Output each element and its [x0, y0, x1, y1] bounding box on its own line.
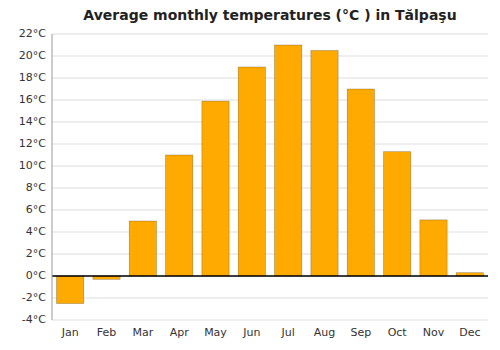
y-axis-line: [52, 34, 53, 320]
y-tick-label: 2°C: [26, 247, 46, 260]
y-tick-label: 20°C: [19, 49, 46, 62]
grid-line: [52, 78, 488, 79]
x-tick-label: Feb: [97, 326, 116, 339]
grid-line: [52, 320, 488, 321]
x-ticks: Jan Feb Mar Apr May Jun Jul Aug Sep Oct Nov Dec: [61, 326, 481, 339]
y-tick-label: 4°C: [26, 225, 46, 238]
grid-line: [52, 34, 488, 35]
grid-line: [52, 188, 488, 189]
grid-line: [52, 276, 488, 277]
grid: [52, 34, 488, 320]
y-tick-label: 18°C: [19, 71, 46, 84]
x-tick-label: Jan: [61, 326, 79, 339]
bar: [311, 51, 338, 277]
y-tick-label: -2°C: [22, 291, 46, 304]
x-tick-label: Aug: [314, 326, 335, 339]
bar: [238, 67, 265, 276]
bars: [57, 45, 484, 304]
chart: -4°C -2°C 0°C 2°C 4°C 6°C 8°C 10°C 12°C 14°C 16°C 1…: [0, 0, 500, 350]
bar: [166, 155, 193, 276]
x-tick-label: Mar: [132, 326, 153, 339]
x-tick-label: Jul: [281, 326, 295, 339]
x-tick-label: Jun: [242, 326, 260, 339]
x-tick-label: Nov: [423, 326, 445, 339]
bar: [275, 45, 302, 276]
x-tick-label: Dec: [459, 326, 480, 339]
bar: [129, 221, 156, 276]
grid-line: [52, 122, 488, 123]
x-tick-label: May: [204, 326, 227, 339]
bar: [420, 220, 447, 276]
grid-line: [52, 144, 488, 145]
y-ticks: -4°C -2°C 0°C 2°C 4°C 6°C 8°C 10°C 12°C 14°C 16°C 1…: [19, 27, 46, 326]
y-tick-label: 16°C: [19, 93, 46, 106]
bar: [347, 89, 374, 276]
y-tick-label: 12°C: [19, 137, 46, 150]
bar: [57, 276, 84, 304]
grid-line: [52, 100, 488, 101]
grid-line: [52, 56, 488, 57]
x-tick-label: Apr: [170, 326, 190, 339]
grid-line: [52, 298, 488, 299]
zero-line: [52, 275, 488, 277]
chart-container: -4°C -2°C 0°C 2°C 4°C 6°C 8°C 10°C 12°C 14°C 16°C 1…: [0, 0, 500, 350]
bar: [384, 152, 411, 276]
y-tick-label: -4°C: [22, 313, 46, 326]
title: Average monthly temperatures (°C ) in Tă…: [83, 7, 456, 23]
grid-line: [52, 210, 488, 211]
y-tick-label: 14°C: [19, 115, 46, 128]
y-tick-label: 6°C: [26, 203, 46, 216]
y-tick-label: 8°C: [26, 181, 46, 194]
x-tick-label: Sep: [350, 326, 371, 339]
grid-line: [52, 166, 488, 167]
y-tick-label: 0°C: [26, 269, 46, 282]
x-tick-label: Oct: [388, 326, 408, 339]
bar: [202, 101, 229, 276]
y-tick-label: 10°C: [19, 159, 46, 172]
y-tick-label: 22°C: [19, 27, 46, 40]
